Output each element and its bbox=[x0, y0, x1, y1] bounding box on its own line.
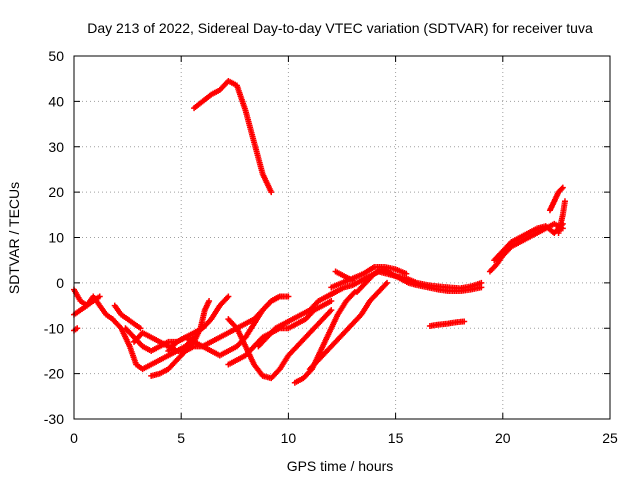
series-track-15 bbox=[191, 77, 275, 196]
y-tick-label: 20 bbox=[48, 184, 64, 200]
data-point bbox=[276, 293, 283, 300]
y-tick-labels: -30 -20 -10 0 10 20 30 40 50 bbox=[44, 48, 64, 427]
series-track-24 bbox=[555, 198, 568, 236]
series-track-3 bbox=[71, 325, 81, 334]
y-tick-label: 0 bbox=[56, 275, 64, 291]
series-track-1 bbox=[71, 286, 116, 323]
data-point bbox=[96, 293, 103, 300]
y-tick-label: 30 bbox=[48, 139, 64, 155]
data-point bbox=[206, 298, 213, 305]
data-point bbox=[328, 298, 335, 305]
data-point bbox=[461, 318, 468, 325]
data-point bbox=[328, 307, 335, 314]
series-track-23 bbox=[546, 184, 566, 214]
series-track-21 bbox=[486, 220, 566, 275]
y-tick-label: -20 bbox=[44, 366, 64, 382]
series-track-19 bbox=[332, 268, 356, 284]
plot-frame bbox=[73, 55, 611, 420]
y-tick-label: 50 bbox=[48, 48, 64, 64]
x-tick-label: 0 bbox=[70, 430, 78, 446]
series-track-13 bbox=[291, 288, 358, 386]
series-track-18 bbox=[354, 266, 485, 295]
series-track-14 bbox=[306, 279, 391, 373]
series-track-20 bbox=[426, 318, 468, 329]
data-point bbox=[349, 277, 356, 284]
data-point bbox=[74, 325, 81, 332]
series-track-16 bbox=[328, 263, 410, 291]
data-point bbox=[558, 185, 565, 192]
data-points bbox=[71, 77, 568, 386]
data-point bbox=[225, 293, 232, 300]
chart-title: Day 213 of 2022, Sidereal Day-to-day VTE… bbox=[87, 20, 593, 36]
series-track-5 bbox=[109, 316, 198, 373]
x-tick-label: 10 bbox=[281, 430, 297, 446]
y-tick-label: 10 bbox=[48, 230, 64, 246]
series-track-11 bbox=[225, 307, 335, 382]
x-tick-label: 15 bbox=[388, 430, 404, 446]
x-axis-label: GPS time / hours bbox=[287, 458, 394, 474]
x-tick-label: 20 bbox=[495, 430, 511, 446]
data-point bbox=[137, 325, 144, 332]
data-point bbox=[478, 284, 485, 291]
x-tick-label: 25 bbox=[602, 430, 618, 446]
y-axis-label: SDTVAR / TECUs bbox=[6, 182, 22, 294]
y-tick-label: -10 bbox=[44, 320, 64, 336]
series-track-4 bbox=[111, 302, 144, 332]
y-tick-label: -30 bbox=[44, 411, 64, 427]
data-point bbox=[285, 293, 292, 300]
data-point bbox=[268, 189, 275, 196]
data-point bbox=[561, 198, 568, 205]
y-tick-label: 40 bbox=[48, 93, 64, 109]
x-tick-label: 5 bbox=[177, 430, 185, 446]
x-tick-labels: 0 5 10 15 20 25 bbox=[70, 430, 618, 446]
data-point bbox=[559, 184, 566, 191]
data-point bbox=[384, 279, 391, 286]
